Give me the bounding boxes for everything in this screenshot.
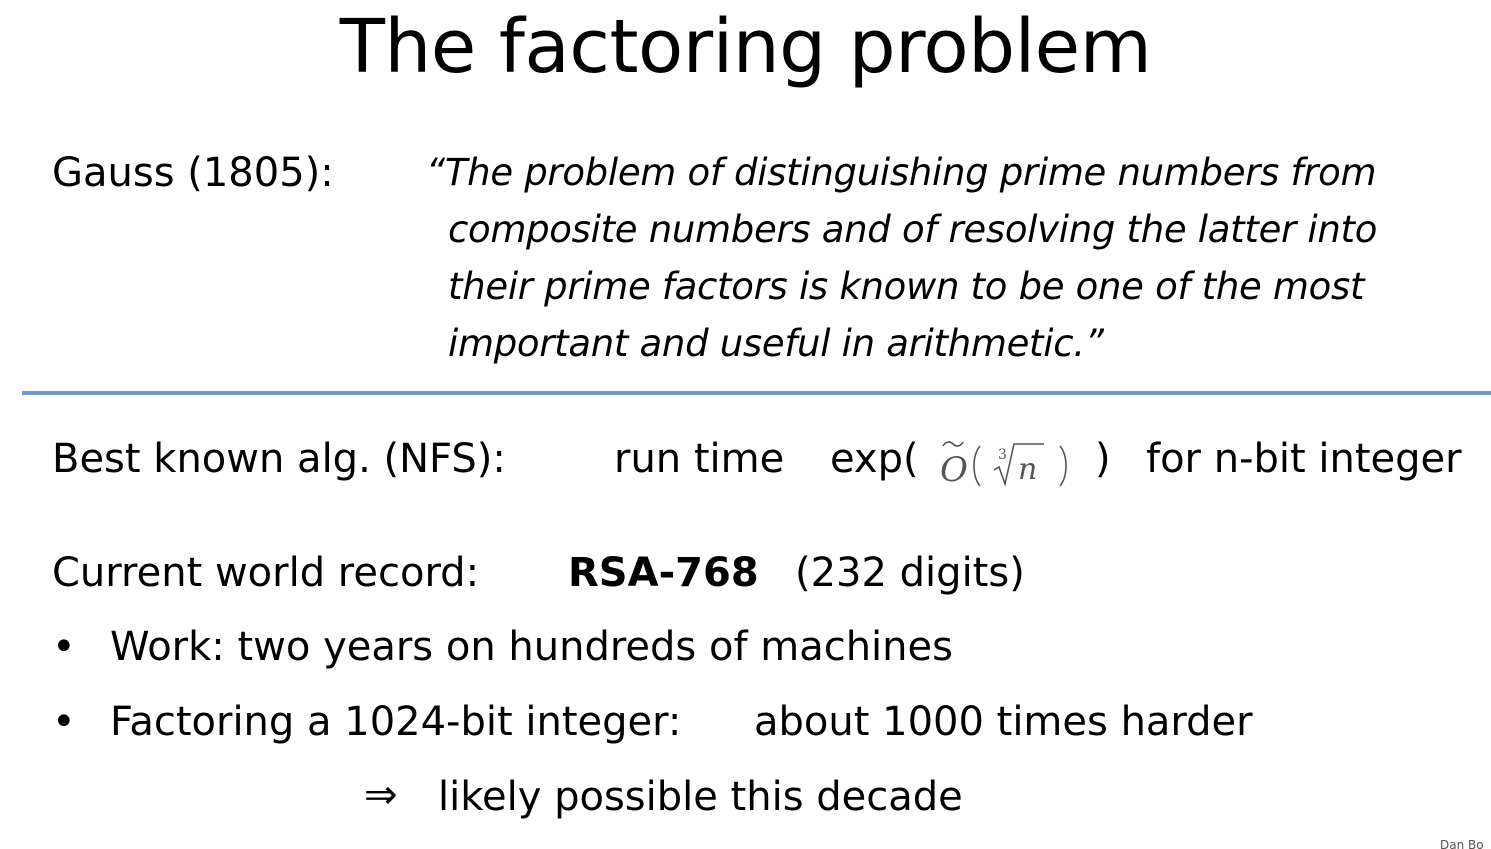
bullet-work: Work: two years on hundreds of machines xyxy=(110,624,953,670)
quote-line: “The problem of distinguishing prime num… xyxy=(426,151,1377,194)
quote-line: their prime factors is known to be one o… xyxy=(448,265,1365,308)
runtime-label: run time xyxy=(614,436,785,482)
exp-close: ) xyxy=(1095,436,1111,482)
runtime-formula: O 3 n xyxy=(940,441,1067,490)
tilde-mark xyxy=(942,441,964,447)
algorithm-label: Best known alg. (NFS): xyxy=(52,436,506,482)
quote-line: composite numbers and of resolving the l… xyxy=(448,208,1378,251)
exp-open: exp( xyxy=(830,436,919,482)
bullet-marker: • xyxy=(52,699,76,745)
left-paren xyxy=(973,445,981,487)
author-footer: Dan Bo xyxy=(1440,838,1484,849)
implies-arrow: ⇒ xyxy=(364,772,398,818)
gauss-label: Gauss (1805): xyxy=(52,150,334,196)
bullet-marker: • xyxy=(52,624,76,670)
right-paren xyxy=(1059,445,1067,487)
record-label: Current world record: xyxy=(52,550,480,596)
algorithm-suffix: for n-bit integer xyxy=(1146,436,1462,482)
gauss-quote: “The problem of distinguishing prime num… xyxy=(426,144,1466,372)
radical-sign xyxy=(993,443,1044,487)
root-index: 3 xyxy=(998,447,1007,463)
slide-title: The factoring problem xyxy=(339,4,1152,90)
big-o-letter: O xyxy=(940,450,968,490)
record-name: RSA-768 xyxy=(568,550,759,596)
record-digits: (232 digits) xyxy=(795,550,1025,596)
bullet-factoring-value: about 1000 times harder xyxy=(754,699,1253,745)
radicand: n xyxy=(1018,452,1037,487)
conclusion-text: likely possible this decade xyxy=(438,774,963,820)
quote-line: important and useful in arithmetic.” xyxy=(448,322,1104,365)
bullet-factoring-label: Factoring a 1024-bit integer: xyxy=(110,699,682,745)
section-divider xyxy=(22,391,1491,395)
